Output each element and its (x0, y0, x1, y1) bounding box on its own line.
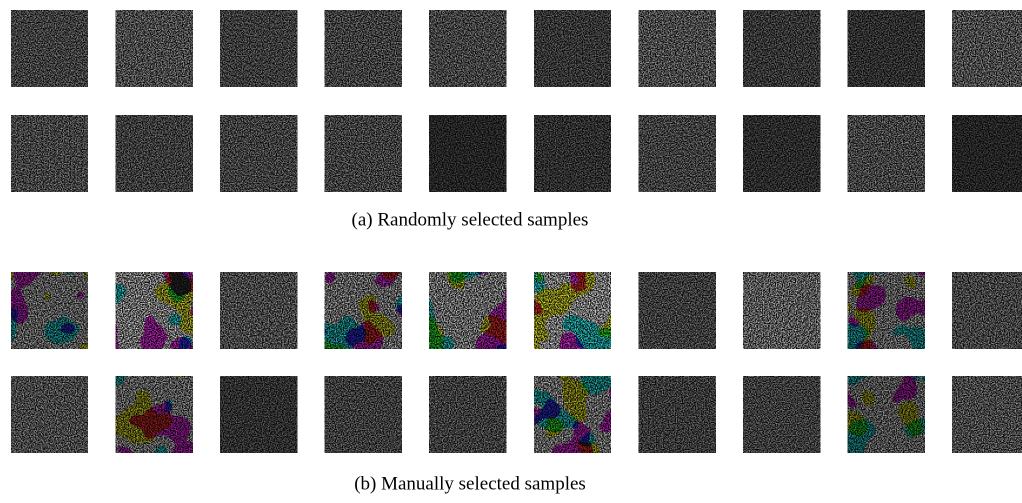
sample-tile-texture (534, 10, 611, 87)
figure: (a) Randomly selected samples (b) Manual… (0, 0, 1022, 498)
sample-tile-texture (325, 376, 402, 453)
sample-tile-texture (848, 10, 925, 87)
sample-tile-texture (429, 272, 506, 349)
sample-tile-texture (743, 115, 820, 192)
sample-tile-texture (220, 115, 297, 192)
sample-tile-texture (11, 376, 88, 453)
sample-tile-texture (11, 115, 88, 192)
sample-tile-texture (639, 272, 716, 349)
sample-tile-texture (11, 272, 88, 349)
tile-grid (11, 10, 1022, 453)
sample-tile-texture (220, 376, 297, 453)
sample-tile-texture (743, 10, 820, 87)
sample-tile-texture (848, 115, 925, 192)
sample-tile-texture (743, 272, 820, 349)
sample-tile-texture (639, 115, 716, 192)
sample-tile-texture (429, 115, 506, 192)
sample-tile-texture (534, 115, 611, 192)
sample-tile-texture (952, 376, 1022, 453)
sample-tile-texture (116, 272, 193, 349)
sample-tile-texture (952, 10, 1022, 87)
sample-tile-texture (220, 272, 297, 349)
sample-tile-texture (11, 10, 88, 87)
sample-tile-texture (743, 376, 820, 453)
page: (a) Randomly selected samples (b) Manual… (0, 0, 1022, 498)
sample-tile-texture (534, 376, 611, 453)
sample-tile-texture (848, 272, 925, 349)
caption: (a) Randomly selected samples (352, 209, 589, 230)
sample-tile-texture (116, 376, 193, 453)
sample-tile-texture (952, 272, 1022, 349)
sample-tile-texture (848, 376, 925, 453)
sample-tile-texture (639, 376, 716, 453)
sample-tile-texture (639, 10, 716, 87)
sample-tile-texture (429, 10, 506, 87)
sample-tile-texture (952, 115, 1022, 192)
sample-tile-texture (325, 115, 402, 192)
caption: (b) Manually selected samples (354, 473, 586, 494)
sample-tile-texture (325, 272, 402, 349)
sample-tile-texture (116, 10, 193, 87)
sample-tile-texture (534, 272, 611, 349)
sample-tile-texture (220, 10, 297, 87)
sample-tile-texture (429, 376, 506, 453)
sample-tile-texture (116, 115, 193, 192)
sample-tile-texture (325, 10, 402, 87)
